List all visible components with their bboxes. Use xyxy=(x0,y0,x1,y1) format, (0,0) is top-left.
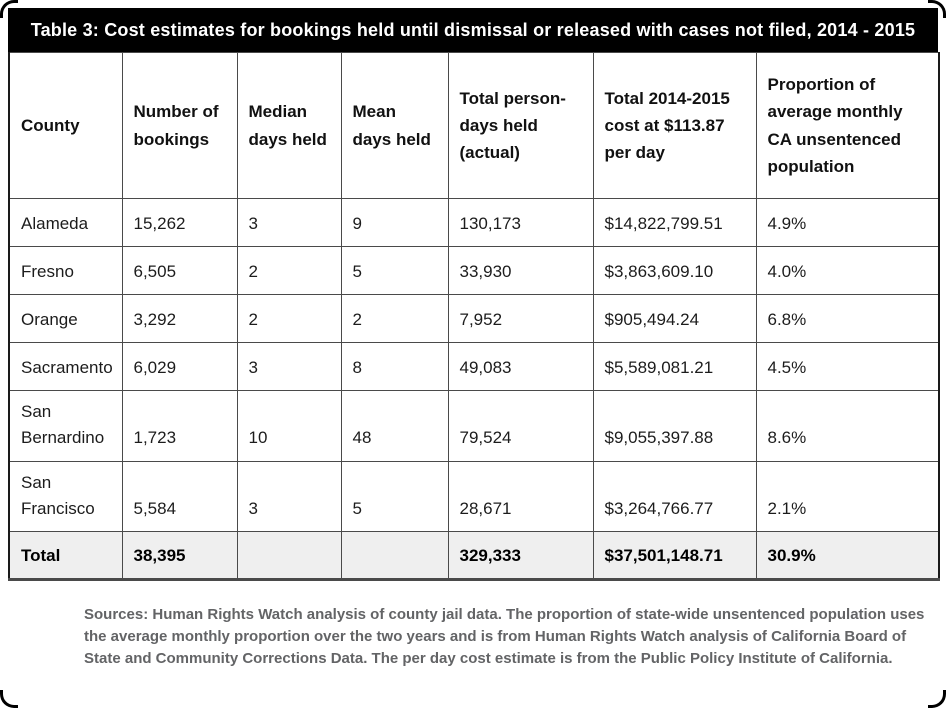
table-title: Table 3: Cost estimates for bookings hel… xyxy=(8,8,938,52)
total-proportion: 30.9% xyxy=(755,531,940,581)
value-cell: 5,584 xyxy=(121,460,238,533)
value-cell: 33,930 xyxy=(447,246,594,295)
value-cell: $3,863,609.10 xyxy=(592,246,757,295)
table-row: Fresno 6,505 2 5 33,930 $3,863,609.10 4.0% xyxy=(8,246,940,295)
value-cell: 10 xyxy=(236,390,342,462)
table-row: Sacramento 6,029 3 8 49,083 $5,589,081.21 4.5% xyxy=(8,342,940,391)
value-cell: 5 xyxy=(340,246,449,295)
table-body: Alameda 15,262 3 9 130,173 $14,822,799.51 4.9%… xyxy=(8,198,940,533)
total-person-days: 329,333 xyxy=(447,531,594,581)
value-cell: 9 xyxy=(340,198,449,247)
value-cell: 48 xyxy=(340,390,449,462)
county-cell: San Francisco xyxy=(8,460,123,533)
value-cell: 2 xyxy=(340,294,449,343)
county-cell: Alameda xyxy=(8,198,123,247)
total-bookings: 38,395 xyxy=(121,531,238,581)
value-cell: 6,029 xyxy=(121,342,238,391)
value-cell: 3,292 xyxy=(121,294,238,343)
value-cell: 28,671 xyxy=(447,460,594,533)
value-cell: 5 xyxy=(340,460,449,533)
column-header-county: County xyxy=(8,52,123,199)
value-cell: 3 xyxy=(236,342,342,391)
value-cell: 6,505 xyxy=(121,246,238,295)
column-header-total-cost: Total 2014-2015 cost at $113.87 per day xyxy=(592,52,757,199)
value-cell: $5,589,081.21 xyxy=(592,342,757,391)
county-cell: Fresno xyxy=(8,246,123,295)
total-cost: $37,501,148.71 xyxy=(592,531,757,581)
county-cell: Sacramento xyxy=(8,342,123,391)
column-header-number-of-bookings: Number of bookings xyxy=(121,52,238,199)
value-cell: 4.0% xyxy=(755,246,940,295)
value-cell: 4.9% xyxy=(755,198,940,247)
table-row: Orange 3,292 2 2 7,952 $905,494.24 6.8% xyxy=(8,294,940,343)
value-cell: 130,173 xyxy=(447,198,594,247)
column-header-median-days-held: Median days held xyxy=(236,52,342,199)
value-cell: $3,264,766.77 xyxy=(592,460,757,533)
value-cell: 1,723 xyxy=(121,390,238,462)
value-cell: 7,952 xyxy=(447,294,594,343)
column-header-mean-days-held: Mean days held xyxy=(340,52,449,199)
value-cell: 79,524 xyxy=(447,390,594,462)
frame-corner-bottom-left xyxy=(0,690,18,708)
table-row: San Bernardino 1,723 10 48 79,524 $9,055,397.… xyxy=(8,390,940,462)
value-cell: 4.5% xyxy=(755,342,940,391)
header-row: County Number of bookings Median days he… xyxy=(8,52,940,199)
value-cell: 15,262 xyxy=(121,198,238,247)
value-cell: 6.8% xyxy=(755,294,940,343)
source-note: Sources: Human Rights Watch analysis of … xyxy=(84,606,925,667)
value-cell: $14,822,799.51 xyxy=(592,198,757,247)
value-cell: 3 xyxy=(236,198,342,247)
value-cell: 2.1% xyxy=(755,460,940,533)
table-header: County Number of bookings Median days he… xyxy=(8,52,940,199)
total-label: Total xyxy=(8,531,123,581)
value-cell: 2 xyxy=(236,294,342,343)
total-row: Total 38,395 329,333 $37,501,148.71 30.9… xyxy=(8,531,940,581)
county-cell: San Bernardino xyxy=(8,390,123,462)
value-cell: 2 xyxy=(236,246,342,295)
table-row: San Francisco 5,584 3 5 28,671 $3,264,766.77 2… xyxy=(8,460,940,533)
cost-estimates-table: County Number of bookings Median days he… xyxy=(8,52,940,582)
value-cell: $9,055,397.88 xyxy=(592,390,757,462)
value-cell: $905,494.24 xyxy=(592,294,757,343)
value-cell: 49,083 xyxy=(447,342,594,391)
county-cell: Orange xyxy=(8,294,123,343)
table-footer: Total 38,395 329,333 $37,501,148.71 30.9… xyxy=(8,531,940,581)
total-median-empty xyxy=(236,531,342,581)
table-3-card: Table 3: Cost estimates for bookings hel… xyxy=(8,8,940,582)
total-mean-empty xyxy=(340,531,449,581)
frame-corner-bottom-right xyxy=(928,690,946,708)
value-cell: 3 xyxy=(236,460,342,533)
column-header-total-person-days: Total person-days held (actual) xyxy=(447,52,594,199)
table-row: Alameda 15,262 3 9 130,173 $14,822,799.51 4.9% xyxy=(8,198,940,247)
value-cell: 8.6% xyxy=(755,390,940,462)
column-header-proportion-unsentenced: Proportion of average monthly CA unsente… xyxy=(755,52,940,199)
value-cell: 8 xyxy=(340,342,449,391)
